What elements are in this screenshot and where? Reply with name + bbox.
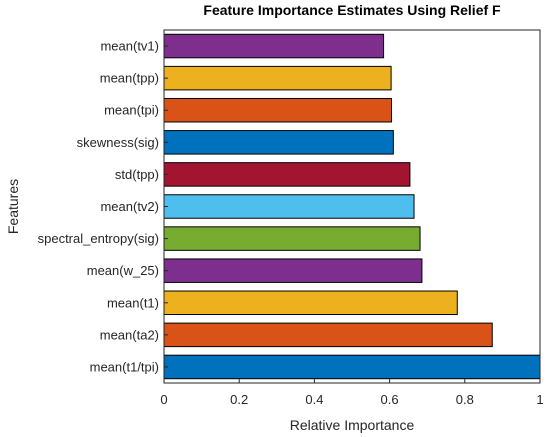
y-tick-label: mean(t1) xyxy=(107,295,159,310)
y-tick-label: mean(tv1) xyxy=(100,39,159,54)
bar xyxy=(163,322,493,348)
bar xyxy=(163,290,458,316)
chart-title: Feature Importance Estimates Using Relie… xyxy=(203,2,501,18)
x-tick-label: 0.4 xyxy=(305,392,323,407)
y-tick-label: mean(tpp) xyxy=(100,71,159,86)
y-tick-label: mean(ta2) xyxy=(100,327,159,342)
x-tick-label: 0.2 xyxy=(230,392,248,407)
y-tick-label: mean(tv2) xyxy=(100,199,159,214)
y-tick-label: spectral_entropy(sig) xyxy=(38,231,159,246)
bar xyxy=(163,130,394,155)
y-tick-label: mean(tpi) xyxy=(104,103,159,118)
x-axis-label: Relative Importance xyxy=(290,417,415,433)
bar xyxy=(163,258,423,283)
y-tick-labels: mean(tv1) mean(tpp) mean(tpi) skewness(sig)… xyxy=(38,39,168,374)
y-tick-label: skewness(sig) xyxy=(77,135,159,150)
bars-layer xyxy=(163,33,541,380)
bar xyxy=(163,226,421,251)
x-tick-label: 1 xyxy=(536,392,543,407)
bar xyxy=(163,33,385,59)
plot-area-frame xyxy=(163,29,541,384)
x-tick-label: 0.6 xyxy=(381,392,399,407)
bar xyxy=(163,97,392,123)
x-tick-labels: 0 0.2 0.4 0.6 0.8 1 xyxy=(160,379,544,407)
y-tick-label: mean(w_25) xyxy=(87,263,159,278)
bar xyxy=(163,354,541,380)
bar xyxy=(163,194,415,219)
bar xyxy=(163,65,392,91)
x-tick-label: 0 xyxy=(160,392,167,407)
bar xyxy=(163,162,411,187)
y-axis-label: Features xyxy=(5,179,21,234)
x-tick-label: 0.8 xyxy=(456,392,474,407)
y-tick-label: mean(t1/tpi) xyxy=(90,359,159,374)
y-tick-label: std(tpp) xyxy=(115,167,159,182)
